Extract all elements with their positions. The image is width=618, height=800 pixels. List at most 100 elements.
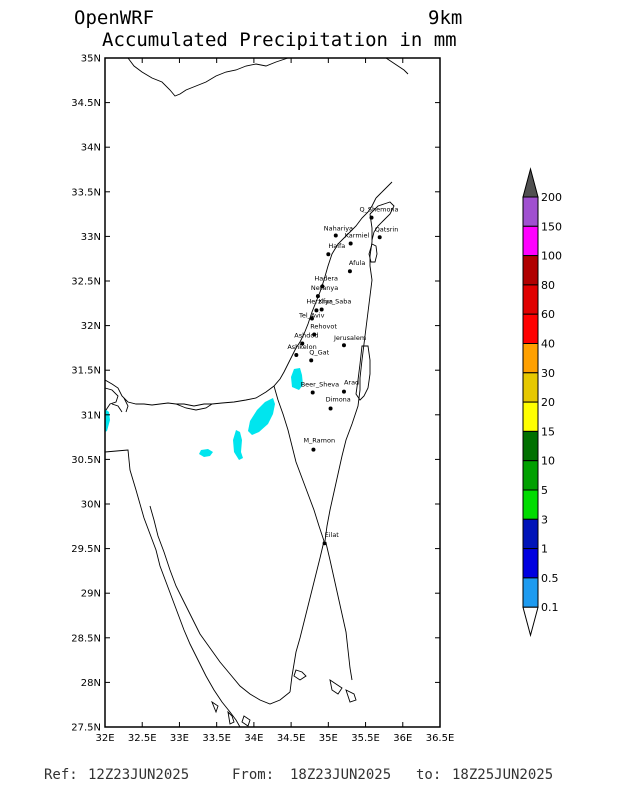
colorbar-level-label: 200 [541,191,562,204]
city-dot [294,353,299,358]
map-frame [104,57,441,728]
egypt-coast [104,197,377,407]
city-label: Beer_Sheva [301,381,339,389]
lat-tick-label: 31.5N [71,366,101,377]
colorbar-swatch [522,255,539,286]
city-label: Nahariya [324,225,353,233]
lat-tick-label: 34.5N [71,98,101,109]
footer-ref-label: Ref: [44,767,78,783]
colorbar-level-label: 40 [541,338,555,351]
city-dot [341,343,346,348]
red-sea-island-2 [241,715,251,727]
colorbar-swatch [522,489,539,520]
city-label: Eilat [325,531,340,539]
lon-tick-label: 36.5E [426,733,455,744]
cyprus-coast [127,57,289,97]
sea-of-galilee [368,243,378,263]
lat-tick-label: 35N [81,54,101,65]
lon-tick-label: 36E [393,733,412,744]
precip-patch-north-sinai [248,398,275,435]
city-label: Hadera [314,274,338,282]
aqaba-east-coast [325,542,353,681]
city-dot [369,215,374,220]
lon-tick-label: 34.5E [277,733,306,744]
city-dot [310,390,315,395]
city-dot [311,447,316,452]
colorbar-level-label: 0.5 [541,572,559,585]
colorbar-level-label: 20 [541,396,555,409]
city-label: Dimona [326,396,351,404]
colorbar-swatch [522,430,539,462]
resolution-label: 9km [428,7,462,29]
latitude-axis: 35N 34.5N 34N 33.5N 33N 32.5N 32N 31.5N 31N 30.5N… [71,54,440,734]
city-label: Q_Shemona [360,206,399,214]
lon-tick-label: 34E [244,733,263,744]
model-title: OpenWRF [74,7,154,29]
precip-patch-negev [291,368,303,390]
cyprus-coast-east [385,57,409,75]
lat-tick-label: 32N [81,321,101,332]
city-label: Q_Gat [309,348,329,356]
lat-tick-label: 33.5N [71,187,101,198]
city-dot [341,389,346,394]
city-dot [333,233,338,238]
sinai-west-coast [149,505,291,705]
colorbar-swatch [522,284,539,315]
red-sea-island-3 [211,700,219,714]
sinai-east-coast [289,540,325,693]
lat-tick-label: 27.5N [71,723,101,734]
longitude-axis: 32E 32.5E 33E 33.5E 34E 34.5E 35E 35.5E 36E 36.5E [95,58,454,744]
lon-tick-label: 33.5E [202,733,231,744]
footer-from-label: From: [232,767,274,783]
colorbar-swatch [522,196,539,227]
colorbar-level-label: 150 [541,220,562,233]
lon-tick-label: 32.5E [128,733,157,744]
western-border [104,449,141,505]
city-dot [348,241,353,246]
lon-tick-label: 32E [95,733,114,744]
city-label: Kfar_Saba [319,298,352,306]
lat-tick-label: 28N [81,678,101,689]
lat-tick-label: 29N [81,589,101,600]
footer-to-time: 18Z25JUN2025 [452,767,553,783]
city-dot [315,294,320,299]
city-label: Afula [349,259,365,267]
city-label: Jerusalem [333,334,366,342]
colorbar-level-label: 5 [541,484,548,497]
city-label: Arad [344,379,359,387]
city-label: Ashkelon [287,343,316,351]
colorbar-level-label: 80 [541,279,555,292]
lat-tick-label: 34N [81,143,101,154]
city-label: Rehovot [310,323,337,331]
colorbar-level-label: 1 [541,543,548,556]
city-dot [320,284,325,289]
lat-tick-label: 28.5N [71,633,101,644]
israel-egypt-border [273,385,325,542]
lon-tick-label: 35E [319,733,338,744]
colorbar-swatch [522,401,539,432]
colorbar-level-label: 3 [541,513,548,526]
city-dot [309,358,314,363]
precipitation-areas [105,368,303,460]
colorbar-level-label: 100 [541,250,562,263]
city-dot [309,316,314,321]
levant-coast-north [375,181,393,199]
city-label: Haifa [328,242,345,250]
lat-tick-label: 30.5N [71,455,101,466]
nile-delta-lakes [104,387,129,413]
jordan-valley-border [324,213,373,542]
dead-sea [355,345,371,401]
colorbar-swatch [522,548,539,579]
red-sea-island-1 [227,710,235,725]
colorbar-swatch [522,518,539,550]
map-background [105,58,440,727]
colorbar-swatch [522,313,539,345]
city-label: Netanya [311,284,338,292]
colorbar-level-label: 60 [541,308,555,321]
city-dot [322,541,327,546]
footer-from-time: 18Z23JUN2025 [290,767,391,783]
city-label: Ashdod [294,331,318,339]
city-dot [312,332,317,337]
